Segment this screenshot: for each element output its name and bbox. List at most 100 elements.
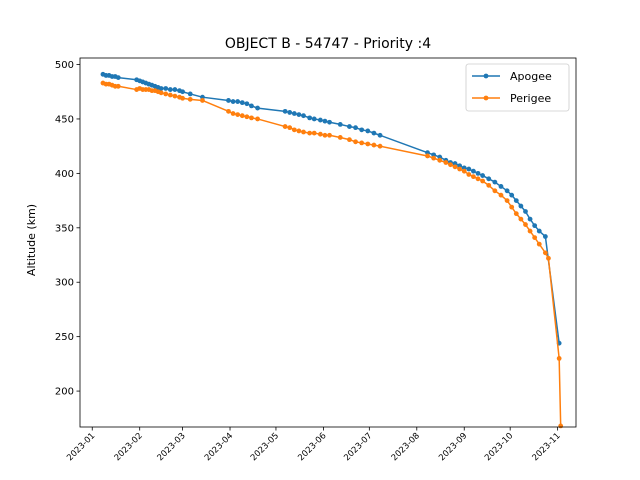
data-point-perigee (466, 172, 472, 177)
data-point-perigee (536, 241, 542, 247)
data-point-perigee (322, 132, 328, 138)
y-tick-label: 250 (55, 332, 74, 343)
data-point-perigee (317, 131, 323, 137)
data-point-apogee (230, 99, 236, 104)
data-point-apogee (480, 173, 486, 178)
y-axis-label: Altitude (km) (25, 204, 38, 276)
data-point-perigee (509, 204, 515, 210)
data-point-perigee (235, 112, 241, 117)
data-point-perigee (158, 90, 164, 96)
y-tick-label: 300 (55, 278, 74, 289)
data-point-apogee (527, 216, 533, 222)
data-point-apogee (492, 179, 498, 185)
data-point-apogee (513, 198, 519, 203)
data-point-perigee (546, 255, 551, 261)
data-point-apogee (523, 209, 528, 214)
data-point-perigee (558, 423, 564, 429)
chart-title: OBJECT B - 54747 - Priority :4 (225, 36, 431, 52)
data-point-apogee (486, 176, 492, 182)
data-point-perigee (337, 135, 343, 140)
data-point-perigee (311, 130, 317, 136)
data-point-apogee (327, 119, 332, 125)
data-point-perigee (425, 153, 430, 159)
y-tick-label: 500 (55, 60, 74, 71)
data-point-perigee (475, 176, 481, 182)
axes-frame (79, 57, 577, 428)
data-point-apogee (532, 223, 538, 229)
data-point-perigee (291, 127, 297, 133)
data-point-perigee (486, 182, 492, 188)
data-point-perigee (556, 356, 562, 361)
data-point-perigee (443, 160, 449, 165)
data-point-perigee (532, 235, 538, 241)
data-point-perigee (255, 116, 260, 122)
data-point-perigee (527, 228, 533, 234)
data-point-perigee (282, 124, 288, 129)
data-point-apogee (536, 228, 542, 234)
data-point-apogee (518, 203, 524, 209)
data-point-perigee (359, 140, 365, 146)
data-point-apogee (226, 98, 231, 103)
data-point-apogee (244, 101, 250, 107)
data-point-perigee (437, 157, 443, 163)
data-point-perigee (172, 93, 178, 99)
data-point-perigee (249, 115, 254, 121)
y-tick-label: 450 (55, 114, 74, 125)
data-point-apogee (163, 86, 169, 91)
data-point-perigee (353, 139, 358, 145)
data-point-apogee (287, 110, 293, 115)
data-point-apogee (235, 99, 241, 104)
data-point-apogee (359, 127, 365, 133)
data-point-perigee (167, 92, 173, 98)
data-point-perigee (492, 188, 498, 194)
y-tick-label: 350 (55, 223, 74, 234)
data-point-perigee (461, 168, 467, 174)
data-point-apogee (158, 86, 164, 91)
data-point-perigee (327, 132, 332, 138)
data-point-apogee (282, 108, 288, 114)
data-point-apogee (291, 111, 297, 116)
data-point-perigee (518, 216, 524, 222)
y-tick-label: 400 (55, 169, 74, 180)
data-point-perigee (371, 142, 377, 148)
data-point-perigee (163, 91, 169, 97)
data-point-apogee (504, 188, 510, 194)
data-point-perigee (200, 98, 205, 103)
y-tick-label: 200 (55, 387, 74, 398)
data-point-apogee (115, 75, 121, 80)
data-point-perigee (365, 141, 371, 147)
data-point-apogee (167, 87, 173, 92)
data-point-perigee (244, 114, 250, 120)
data-point-apogee (311, 116, 317, 122)
legend-label-apogee: Apogee (510, 70, 552, 83)
data-point-apogee (371, 130, 377, 136)
data-point-perigee (498, 192, 504, 198)
data-point-perigee (239, 113, 245, 119)
data-point-apogee (353, 125, 358, 131)
legend-marker-perigee (483, 95, 489, 101)
data-point-perigee (187, 96, 193, 102)
data-point-perigee (307, 130, 313, 136)
data-point-perigee (115, 83, 121, 89)
data-point-apogee (542, 234, 548, 239)
plot-area (100, 71, 564, 429)
data-point-perigee (377, 143, 383, 149)
data-point-apogee (301, 113, 306, 119)
data-point-apogee (317, 117, 323, 123)
data-point-perigee (431, 155, 437, 161)
data-point-apogee (377, 132, 383, 138)
data-point-apogee (347, 124, 352, 129)
data-point-perigee (457, 166, 463, 172)
data-point-perigee (347, 137, 352, 143)
data-point-apogee (509, 192, 515, 198)
data-point-perigee (287, 125, 293, 131)
data-point-apogee (307, 115, 313, 121)
data-point-perigee (542, 250, 548, 256)
data-point-perigee (226, 108, 231, 114)
data-point-perigee (480, 178, 486, 184)
legend: Apogee Perigee (465, 63, 570, 112)
data-point-apogee (498, 184, 504, 189)
data-point-perigee (513, 211, 519, 217)
data-point-apogee (365, 128, 371, 134)
